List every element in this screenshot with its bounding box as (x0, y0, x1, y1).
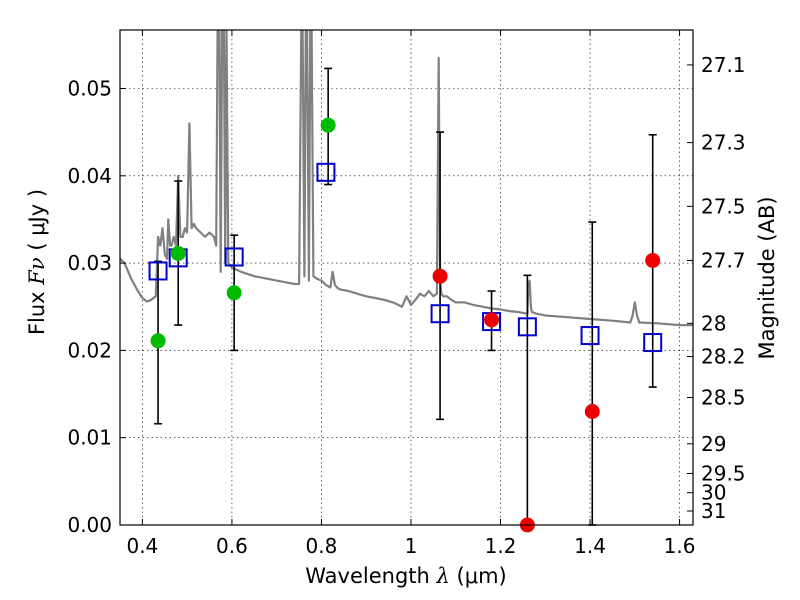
data-layer (120, 30, 693, 327)
x-tick-label: 1.6 (664, 534, 696, 558)
model-square-marker (580, 326, 600, 346)
x-axis-label: Wavelength λ (μm) (305, 564, 506, 588)
model-square-marker (224, 247, 244, 267)
x-tick-label: 0.6 (216, 534, 248, 558)
y2-tick-label: 28.5 (701, 386, 746, 410)
detection-point (170, 245, 186, 261)
detection-point (226, 285, 242, 301)
y2-tick-label: 27.7 (701, 248, 746, 272)
y-tick-label: 0.04 (67, 164, 112, 188)
limit-point (484, 312, 500, 328)
model-square-marker (517, 317, 537, 337)
limit-point (584, 404, 600, 420)
ticks: 0.4 0.6 0.8 1 1.2 1.4 1.6 0.00 0.01 0.02 0.03 0.04 0… (67, 30, 746, 558)
y2-tick-label: 30 (701, 481, 726, 505)
y2-tick-label: 29 (701, 432, 726, 456)
y-tick-label: 0.00 (67, 513, 112, 537)
x-tick-label: 0.8 (306, 534, 338, 558)
y-tick-label: 0.05 (67, 76, 112, 100)
detection-point (320, 117, 336, 133)
y2-tick-label: 27.3 (701, 131, 746, 155)
model-square-marker (316, 162, 336, 182)
y-tick-label: 0.01 (67, 426, 112, 450)
y2-tick-label: 29.5 (701, 461, 746, 485)
y2-tick-label: 31 (701, 499, 726, 523)
y-tick-label: 0.03 (67, 251, 112, 275)
x-tick-label: 1.4 (574, 534, 606, 558)
detection-point (150, 333, 166, 349)
model-square-marker (643, 333, 663, 353)
y2-axis-label: Magnitude (AB) (755, 196, 779, 359)
y2-tick-label: 27.5 (701, 194, 746, 218)
y-tick-label: 0.02 (67, 338, 112, 362)
y-axis-label: Flux Fν ( μJy ) (25, 189, 49, 335)
x-tick-label: 0.4 (126, 534, 158, 558)
plot-area (120, 30, 693, 525)
y2-tick-label: 28 (701, 311, 726, 335)
limit-point (432, 268, 448, 284)
spectrum-line (120, 30, 693, 327)
markers-layer (148, 67, 663, 533)
y2-tick-label: 28.2 (701, 345, 746, 369)
plot-frame (119, 29, 694, 526)
limit-point (645, 252, 661, 268)
model-square-marker (430, 304, 450, 324)
y2-tick-label: 27.1 (701, 53, 746, 77)
x-tick-label: 1 (405, 534, 418, 558)
x-tick-label: 1.2 (485, 534, 517, 558)
model-square-marker (148, 261, 168, 281)
